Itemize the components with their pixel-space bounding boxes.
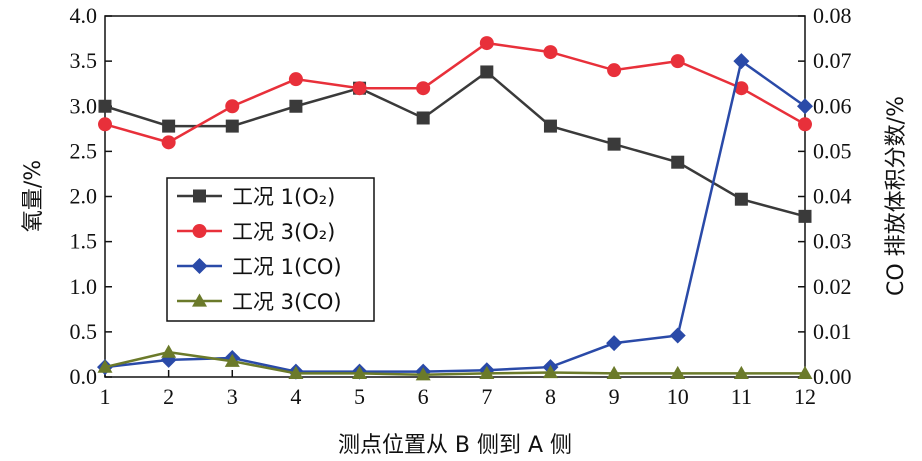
legend-item: 工况 3(CO): [177, 290, 342, 314]
series-line: [104, 59, 806, 373]
x-tick-label: 3: [227, 384, 238, 409]
data-point: [606, 335, 623, 352]
x-tick-label: 9: [609, 384, 620, 409]
data-point: [161, 135, 176, 150]
y-left-tick-label: 0.0: [70, 364, 98, 389]
legend-marker: [191, 258, 208, 274]
data-point: [734, 81, 749, 96]
y-left-tick-label: 2.5: [70, 138, 98, 163]
data-point: [733, 365, 749, 380]
series-4: [97, 344, 813, 381]
data-point: [352, 365, 368, 380]
y-left-tick-label: 3.5: [70, 48, 98, 73]
data-point: [798, 117, 812, 132]
x-tick-label: 4: [290, 384, 301, 409]
y-left-tick-label: 2.0: [70, 184, 98, 209]
data-point: [415, 367, 431, 381]
data-point: [416, 111, 430, 125]
legend-label: 工况 1(O₂): [232, 185, 335, 209]
x-tick-label: 6: [418, 384, 429, 409]
legend-item: 工况 1(O₂): [177, 185, 335, 209]
data-point: [480, 65, 494, 79]
legend-label: 工况 3(O₂): [232, 220, 335, 244]
data-point: [543, 119, 557, 133]
y-right-tick-label: 0.04: [813, 184, 852, 209]
y-right-tick-label: 0.02: [813, 274, 852, 299]
data-point: [224, 353, 240, 367]
data-point: [734, 192, 748, 206]
data-point: [542, 364, 558, 379]
data-point: [543, 45, 558, 60]
y-right-tick-label: 0.08: [813, 3, 852, 28]
series-line: [104, 70, 806, 218]
y-right-tick-label: 0.03: [813, 229, 852, 254]
y-left-tick-label: 1.5: [70, 229, 98, 254]
y-right-tick-label: 0.05: [813, 138, 852, 163]
data-point: [479, 365, 495, 380]
y-axis-left-title: 氧量/%: [21, 160, 46, 232]
legend-item: 工况 3(O₂): [177, 220, 335, 244]
x-tick-label: 8: [545, 384, 556, 409]
legend-marker: [192, 224, 207, 238]
x-axis-title: 测点位置从 B 侧到 A 侧: [338, 433, 572, 458]
legend-label: 工况 1(CO): [232, 255, 342, 279]
data-point: [670, 365, 686, 380]
x-tick-label: 11: [731, 384, 752, 409]
data-point: [416, 81, 431, 96]
y-axis-right-title: CO 排放体积分数/%: [884, 96, 909, 296]
data-point: [288, 365, 304, 380]
legend-marker: [193, 189, 206, 203]
x-tick-label: 2: [163, 384, 174, 409]
x-tick-label: 12: [794, 384, 816, 409]
data-point: [162, 119, 176, 133]
data-point: [161, 344, 177, 358]
y-right-tick-label: 0.06: [813, 93, 852, 118]
data-point: [671, 155, 685, 169]
data-point: [288, 72, 303, 87]
x-tick-label: 5: [354, 384, 365, 409]
y-left-tick-label: 1.0: [70, 274, 98, 299]
y-left-tick-label: 3.0: [70, 93, 98, 118]
data-point: [98, 99, 112, 113]
y-right-tick-label: 0.07: [813, 48, 852, 73]
legend-label: 工况 3(CO): [232, 290, 342, 314]
data-point: [606, 365, 622, 380]
y-right-tick-label: 0.00: [813, 364, 852, 389]
data-point: [225, 119, 239, 133]
data-point: [352, 81, 367, 96]
y-left-tick-label: 4.0: [70, 3, 98, 28]
x-tick-label: 10: [667, 384, 689, 409]
data-point: [97, 359, 113, 373]
series-line: [104, 350, 805, 376]
legend-item: 工况 1(CO): [177, 255, 342, 279]
data-point: [670, 54, 685, 69]
data-point: [98, 117, 112, 132]
data-point: [797, 365, 813, 380]
x-tick-label: 7: [481, 384, 492, 409]
legend-marker: [192, 293, 207, 307]
data-point: [289, 99, 303, 113]
data-point: [733, 53, 750, 70]
series-line: [104, 41, 806, 144]
series-2: [98, 36, 812, 150]
y-left-tick-label: 0.5: [70, 319, 98, 344]
data-point: [669, 327, 686, 344]
x-tick-label: 1: [100, 384, 111, 409]
data-point: [479, 36, 494, 51]
data-point: [607, 137, 621, 151]
data-point: [798, 209, 812, 223]
y-right-tick-label: 0.01: [813, 319, 852, 344]
data-point: [797, 98, 813, 115]
data-point: [225, 99, 240, 114]
data-point: [607, 63, 622, 78]
